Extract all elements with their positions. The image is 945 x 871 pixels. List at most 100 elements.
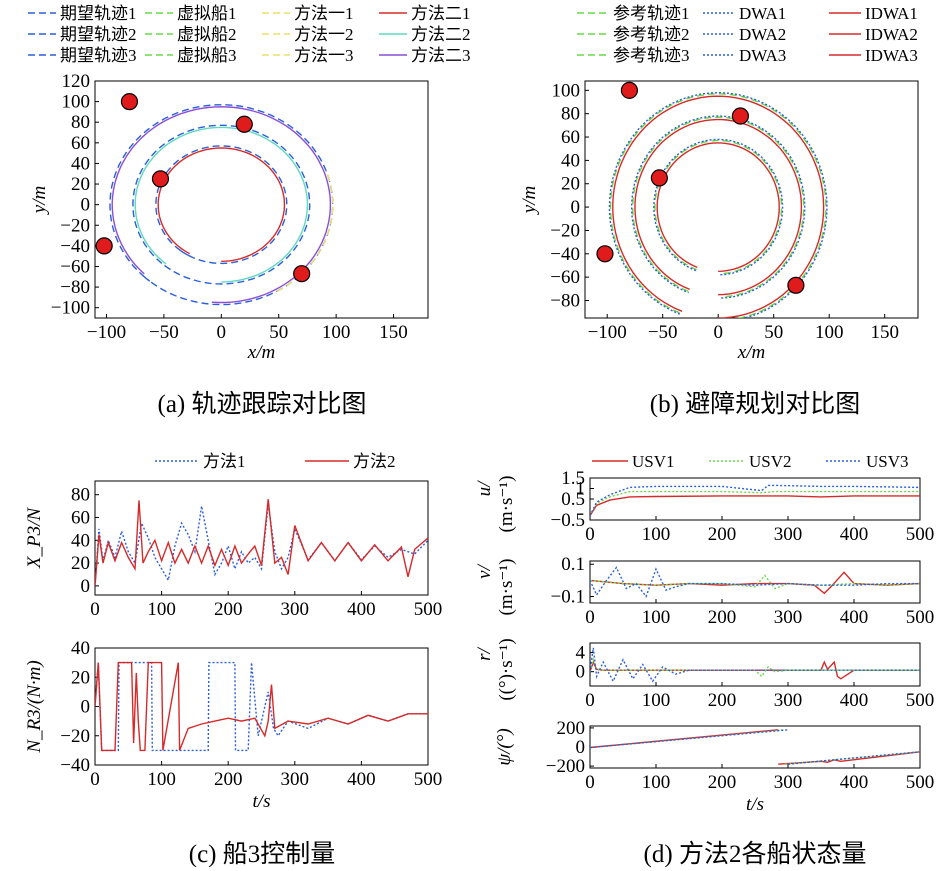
series-USV2 — [590, 657, 920, 678]
plot-frame — [584, 80, 919, 319]
series-USV3 — [590, 566, 920, 598]
desired-track — [155, 145, 288, 265]
y-axis-label-bottom: (m·s⁻¹) — [496, 559, 517, 616]
legend-label: 方法1 — [203, 452, 246, 471]
series-USV3 — [590, 729, 920, 765]
y-tick-label: 1 — [576, 479, 586, 500]
y-tick-label: 0.1 — [561, 554, 585, 575]
series-USV1 — [590, 495, 920, 517]
x-tick-label: 400 — [347, 599, 376, 620]
legend-b: 参考轨迹1 DWA1 IDWA1 参考轨迹2 DWA2 IDWA2 参考轨迹3 DWA3 IDW… — [577, 4, 918, 65]
legend-label: IDWA2 — [865, 25, 918, 44]
y-tick-label: −200 — [546, 756, 585, 777]
legend-label: USV1 — [632, 452, 675, 471]
legend-label: 虚拟船3 — [177, 46, 237, 65]
plot-frame — [589, 642, 921, 687]
legend-label: 虚拟船2 — [177, 25, 237, 44]
x-tick-label: 400 — [840, 690, 869, 711]
obstacle-marker — [650, 169, 668, 187]
x-tick-label: 500 — [414, 599, 443, 620]
obstacle-marker — [120, 93, 139, 111]
x-tick-label: −100 — [87, 322, 126, 343]
y-tick-label: 100 — [62, 92, 91, 113]
legend-label: 方法二2 — [411, 25, 471, 44]
y-axis-label-top: u/ — [474, 480, 495, 497]
x-tick-label: 300 — [774, 607, 803, 628]
legend-label: USV3 — [866, 452, 909, 471]
legend-d: USV1 USV2 USV3 — [592, 452, 909, 471]
x-tick-label: 100 — [642, 524, 671, 545]
caption-c: (c) 船3控制量 — [189, 840, 336, 868]
y-tick-label: 60 — [71, 507, 90, 528]
legend-label: 方法一2 — [294, 25, 354, 44]
legend-label: 方法二1 — [411, 4, 471, 23]
x-tick-label: 0 — [217, 322, 227, 343]
method2-track — [157, 147, 286, 262]
x-tick-label: 0 — [90, 769, 100, 790]
y-tick-label: −0.1 — [551, 587, 585, 608]
legend-label: USV2 — [749, 452, 792, 471]
x-tick-label: 500 — [906, 607, 935, 628]
series-USV3 — [590, 484, 920, 517]
legend-label: 参考轨迹3 — [613, 46, 690, 65]
series-方法2 — [95, 661, 428, 752]
x-tick-label: 200 — [708, 607, 737, 628]
x-tick-label: 0 — [585, 690, 595, 711]
x-axis-label: t/s — [746, 794, 764, 815]
y-axis-label-top: r/ — [474, 646, 495, 660]
x-tick-label: 300 — [774, 524, 803, 545]
x-tick-label: 200 — [214, 769, 243, 790]
y-tick-label: 40 — [71, 530, 90, 551]
obstacle-marker — [95, 237, 113, 255]
x-tick-label: −100 — [588, 322, 627, 343]
x-tick-label: 300 — [281, 599, 310, 620]
x-tick-label: 300 — [774, 690, 803, 711]
y-tick-label: 0 — [576, 737, 586, 758]
idwa-track — [656, 142, 780, 272]
series-USV2 — [590, 729, 920, 765]
legend-label: DWA3 — [739, 46, 786, 65]
x-tick-label: 400 — [840, 524, 869, 545]
dwa-track — [608, 91, 828, 318]
x-tick-label: 0 — [585, 607, 595, 628]
y-tick-label: 40 — [71, 638, 90, 659]
legend-label: 期望轨迹2 — [60, 25, 137, 44]
y-tick-label: −40 — [550, 244, 580, 265]
x-tick-label: 500 — [414, 769, 443, 790]
y-tick-label: −20 — [60, 726, 90, 747]
y-tick-label: 1.5 — [561, 468, 585, 489]
reference-track — [609, 93, 827, 318]
x-tick-label: 400 — [347, 769, 376, 790]
y-tick-label: 20 — [71, 174, 90, 195]
x-tick-label: 50 — [269, 322, 288, 343]
x-tick-label: 0 — [713, 322, 723, 343]
x-tick-label: 200 — [708, 690, 737, 711]
y-tick-label: 60 — [71, 133, 90, 154]
plot-b: −100 −50 0 50 100 150100806040200−20−40−60−80… — [519, 80, 919, 363]
obstacle-marker — [596, 245, 614, 263]
x-tick-label: 200 — [708, 524, 737, 545]
x-tick-label: 100 — [147, 769, 176, 790]
y-tick-label: 0.5 — [561, 489, 585, 510]
legend-label: 参考轨迹1 — [613, 4, 690, 23]
series-方法2 — [95, 499, 428, 586]
x-tick-label: 500 — [906, 690, 935, 711]
x-tick-label: 200 — [214, 599, 243, 620]
dwa-track — [630, 115, 806, 299]
legend-label: 方法二3 — [411, 46, 471, 65]
x-tick-label: 500 — [906, 772, 935, 793]
x-tick-label: 0 — [585, 772, 595, 793]
series-USV2 — [590, 574, 920, 590]
y-tick-label: −80 — [550, 290, 580, 311]
y-axis-label: y/m — [519, 186, 540, 215]
y-tick-label: 0 — [81, 195, 91, 216]
obstacle-marker — [293, 265, 311, 283]
x-axis-label: t/s — [253, 791, 271, 812]
panel-d: USV1 USV2 USV3 0 100 200 300 400 5001.510.5−0.5… — [474, 452, 934, 868]
obstacle-marker — [731, 107, 750, 125]
x-tick-label: 200 — [708, 772, 737, 793]
y-tick-label: 200 — [557, 718, 586, 739]
legend-label: 期望轨迹3 — [60, 46, 137, 65]
